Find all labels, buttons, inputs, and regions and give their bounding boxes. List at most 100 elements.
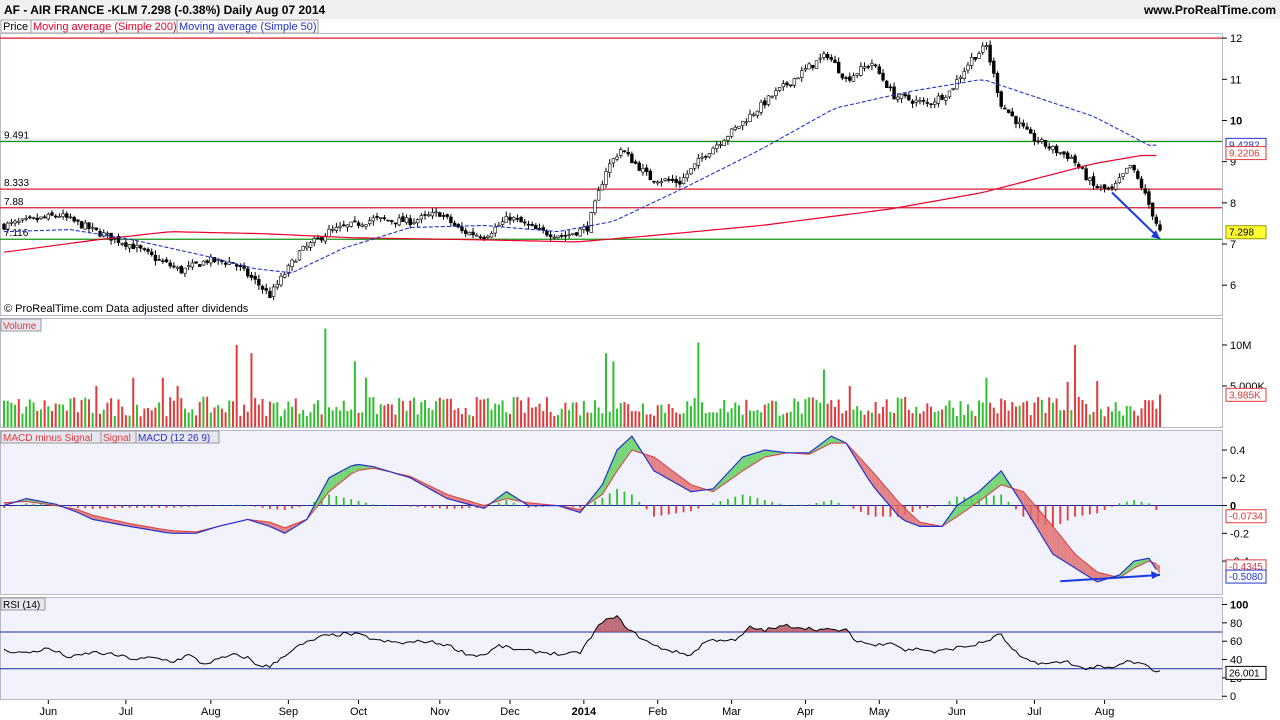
x-label-11: May bbox=[869, 706, 890, 718]
volume-bar bbox=[944, 405, 947, 427]
macd-hist-bar bbox=[520, 505, 522, 506]
macd-cloud bbox=[1067, 544, 1072, 566]
macd-hist-bar bbox=[919, 505, 921, 509]
candle-body bbox=[711, 147, 715, 155]
macd-hist-bar bbox=[815, 502, 818, 506]
macd-hist-bar bbox=[911, 505, 914, 513]
macd-cloud bbox=[1049, 522, 1053, 555]
volume-bar bbox=[593, 400, 596, 427]
macd-cloud bbox=[1060, 535, 1064, 562]
volume-bar bbox=[653, 415, 656, 427]
volume-bar bbox=[1007, 410, 1010, 427]
candle-body bbox=[1139, 178, 1144, 188]
volume-bar bbox=[1003, 400, 1006, 427]
candle-body bbox=[929, 103, 933, 106]
macd-hist-bar bbox=[955, 496, 958, 506]
volume-bar bbox=[819, 402, 822, 427]
volume-bar bbox=[601, 413, 604, 427]
candle-body bbox=[105, 232, 110, 235]
candle-body bbox=[515, 218, 520, 220]
candle-body bbox=[607, 163, 612, 173]
volume-bar bbox=[985, 377, 988, 427]
candle-body bbox=[1040, 139, 1044, 142]
volume-bar bbox=[479, 399, 482, 427]
candle-body bbox=[1032, 133, 1037, 142]
volume-bar bbox=[826, 403, 829, 427]
macd-hist-bar bbox=[128, 505, 131, 508]
macd-hist-bar bbox=[180, 505, 183, 508]
candle-body bbox=[205, 260, 209, 263]
volume-bar bbox=[257, 404, 260, 427]
candle-body bbox=[914, 99, 918, 103]
candle-body bbox=[271, 286, 276, 297]
volume-bar bbox=[39, 409, 42, 427]
volume-bar bbox=[1029, 415, 1032, 427]
volume-bar bbox=[468, 414, 471, 427]
candle-body bbox=[877, 66, 882, 74]
volume-bar bbox=[254, 398, 257, 427]
macd-cloud bbox=[919, 522, 924, 527]
volume-bar bbox=[1110, 411, 1113, 427]
candle-body bbox=[925, 102, 930, 104]
volume-bar bbox=[276, 402, 279, 427]
macd-hist-bar bbox=[84, 505, 87, 509]
candle-body bbox=[305, 245, 309, 249]
rsi-y-40-label: 40 bbox=[1230, 655, 1242, 667]
rsi-value-box-box bbox=[1225, 665, 1267, 680]
volume-bar bbox=[25, 406, 28, 427]
volume-bar bbox=[17, 399, 20, 427]
macd-hist-bar bbox=[690, 505, 692, 512]
candle-body bbox=[644, 167, 649, 172]
candle-body bbox=[870, 63, 874, 66]
candle-body bbox=[423, 214, 427, 216]
x-axis-strip bbox=[0, 701, 1280, 720]
candle-body bbox=[951, 87, 955, 90]
candle-body bbox=[1088, 177, 1092, 181]
macd-hist-bar bbox=[365, 502, 367, 506]
macd-hist-bar bbox=[217, 505, 220, 507]
price-value-box-2-box bbox=[1225, 225, 1267, 240]
volume-bar bbox=[135, 404, 138, 427]
volume-bar bbox=[553, 416, 556, 427]
macd-hist-bar bbox=[675, 505, 678, 514]
volume-bar bbox=[110, 398, 113, 427]
macd-hist-bar bbox=[726, 498, 729, 506]
candle-body bbox=[342, 224, 346, 227]
macd-cloud bbox=[329, 475, 333, 492]
macd-hist-bar bbox=[431, 505, 434, 509]
macd-cloud bbox=[657, 459, 662, 476]
macd-hist-bar bbox=[1088, 505, 1091, 515]
macd-hist-bar bbox=[1044, 505, 1047, 525]
volume-bar bbox=[904, 397, 907, 427]
candle-body bbox=[61, 213, 65, 217]
macd-hist-bar bbox=[985, 496, 988, 506]
macd-hist-bar bbox=[25, 503, 28, 506]
macd-cloud bbox=[1052, 526, 1057, 557]
volume-bar bbox=[228, 400, 231, 427]
candle-body bbox=[1143, 188, 1147, 194]
candle-body bbox=[260, 286, 265, 290]
volume-bar bbox=[294, 398, 297, 427]
rsi-overbought-fill bbox=[786, 624, 791, 633]
macd-legend-hist: MACD minus Signal bbox=[3, 433, 92, 444]
volume-bar bbox=[161, 377, 164, 427]
macd-cloud bbox=[772, 450, 776, 456]
volume-bar bbox=[516, 396, 519, 427]
price-value-box-0-label: 9.4282 bbox=[1229, 140, 1260, 151]
macd-hist-bar bbox=[845, 505, 847, 507]
candle-body bbox=[884, 80, 889, 88]
volume-bar bbox=[316, 400, 319, 427]
macd-hist-bar bbox=[874, 505, 877, 517]
volume-bar bbox=[268, 401, 271, 427]
candle-body bbox=[648, 170, 653, 181]
volume-bar bbox=[387, 403, 390, 427]
candle-body bbox=[316, 237, 320, 240]
candle-body bbox=[275, 283, 280, 288]
macd-cloud bbox=[875, 475, 880, 494]
macd-cloud bbox=[764, 450, 769, 457]
candle-body bbox=[559, 235, 564, 237]
volume-bar bbox=[1114, 402, 1117, 427]
candle-body bbox=[726, 136, 730, 141]
price-panel bbox=[0, 33, 1223, 316]
candle-body bbox=[393, 222, 398, 225]
